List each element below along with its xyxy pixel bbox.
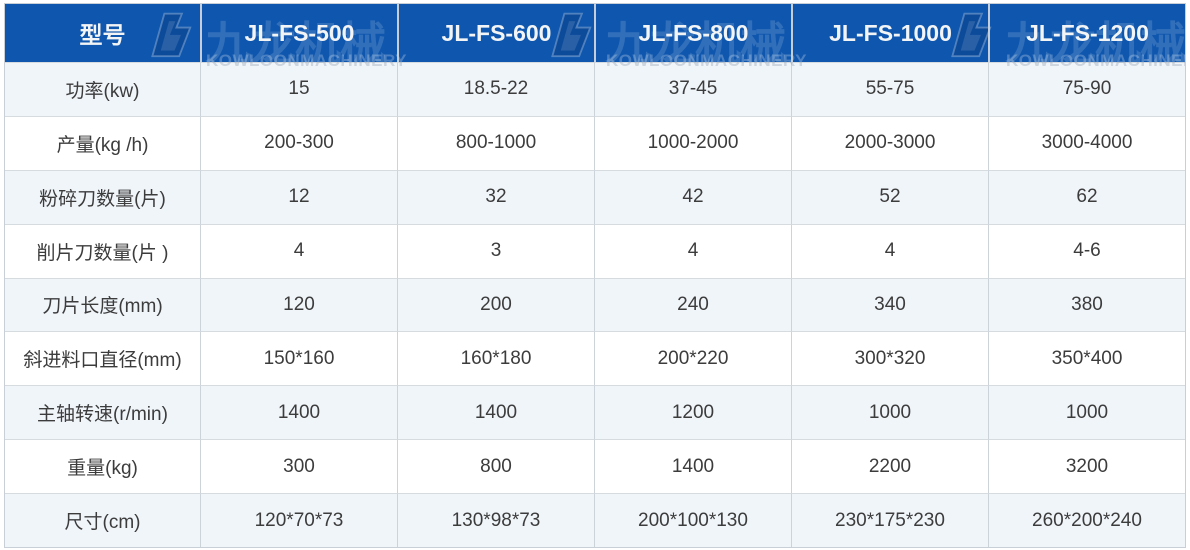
row-label-crusher-blade-count: 粉碎刀数量(片) <box>5 169 200 224</box>
spec-value: 18.5-22 <box>397 62 594 116</box>
spec-value: 1000 <box>791 385 988 440</box>
header-model-jl-fs-1200: JL-FS-1200 <box>988 4 1185 62</box>
spec-value: 1400 <box>200 385 397 440</box>
spec-value: 260*200*240 <box>988 493 1185 547</box>
row-label-blade-length: 刀片长度(mm) <box>5 277 200 332</box>
spec-value: 4 <box>200 223 397 278</box>
spec-value: 3200 <box>988 439 1185 494</box>
spec-value: 32 <box>397 169 594 224</box>
spec-value: 200-300 <box>200 115 397 170</box>
spec-value: 300 <box>200 439 397 494</box>
spec-value: 1400 <box>397 385 594 440</box>
row-label-chipper-blade-count: 削片刀数量(片 ) <box>5 223 200 278</box>
spec-value: 15 <box>200 62 397 116</box>
spec-value: 130*98*73 <box>397 493 594 547</box>
spec-value: 3000-4000 <box>988 115 1185 170</box>
spec-value: 380 <box>988 277 1185 332</box>
spec-value: 1000 <box>988 385 1185 440</box>
spec-value: 230*175*230 <box>791 493 988 547</box>
header-model-jl-fs-600: JL-FS-600 <box>397 4 594 62</box>
row-label-power: 功率(kw) <box>5 62 200 116</box>
spec-value: 160*180 <box>397 331 594 386</box>
spec-value: 42 <box>594 169 791 224</box>
spec-value: 340 <box>791 277 988 332</box>
header-model-label: 型号 <box>79 22 126 48</box>
spec-grid: 型号 JL-FS-500 JL-FS-600 JL-FS-800 JL-FS-1… <box>5 4 1185 547</box>
spec-value: 52 <box>791 169 988 224</box>
header-model-jl-fs-800: JL-FS-800 <box>594 4 791 62</box>
spec-value: 37-45 <box>594 62 791 116</box>
spec-value: 300*320 <box>791 331 988 386</box>
spec-value: 240 <box>594 277 791 332</box>
spec-value: 120 <box>200 277 397 332</box>
row-label-dimensions: 尺寸(cm) <box>5 493 200 547</box>
header-model-jl-fs-500: JL-FS-500 <box>200 4 397 62</box>
spec-value: 800-1000 <box>397 115 594 170</box>
spec-table: 九龙机械 KOWLOONMACHINERY 九龙机械 KOWLOONMACHIN… <box>4 3 1186 548</box>
spec-value: 350*400 <box>988 331 1185 386</box>
spec-value: 1400 <box>594 439 791 494</box>
row-label-inlet-diameter: 斜进料口直径(mm) <box>5 331 200 386</box>
spec-value: 2000-3000 <box>791 115 988 170</box>
spec-value: 200*100*130 <box>594 493 791 547</box>
spec-value: 4 <box>791 223 988 278</box>
header-model-jl-fs-1000: JL-FS-1000 <box>791 4 988 62</box>
spec-value: 1200 <box>594 385 791 440</box>
spec-value: 4 <box>594 223 791 278</box>
row-label-capacity: 产量(kg /h) <box>5 115 200 170</box>
spec-value: 150*160 <box>200 331 397 386</box>
spec-value: 2200 <box>791 439 988 494</box>
spec-value: 1000-2000 <box>594 115 791 170</box>
row-label-spindle-speed: 主轴转速(r/min) <box>5 385 200 440</box>
spec-value: 200 <box>397 277 594 332</box>
spec-value: 62 <box>988 169 1185 224</box>
spec-value: 12 <box>200 169 397 224</box>
spec-value: 200*220 <box>594 331 791 386</box>
spec-value: 3 <box>397 223 594 278</box>
row-label-weight: 重量(kg) <box>5 439 200 494</box>
spec-value: 75-90 <box>988 62 1185 116</box>
spec-value: 4-6 <box>988 223 1185 278</box>
spec-value: 55-75 <box>791 62 988 116</box>
spec-value: 800 <box>397 439 594 494</box>
spec-value: 120*70*73 <box>200 493 397 547</box>
